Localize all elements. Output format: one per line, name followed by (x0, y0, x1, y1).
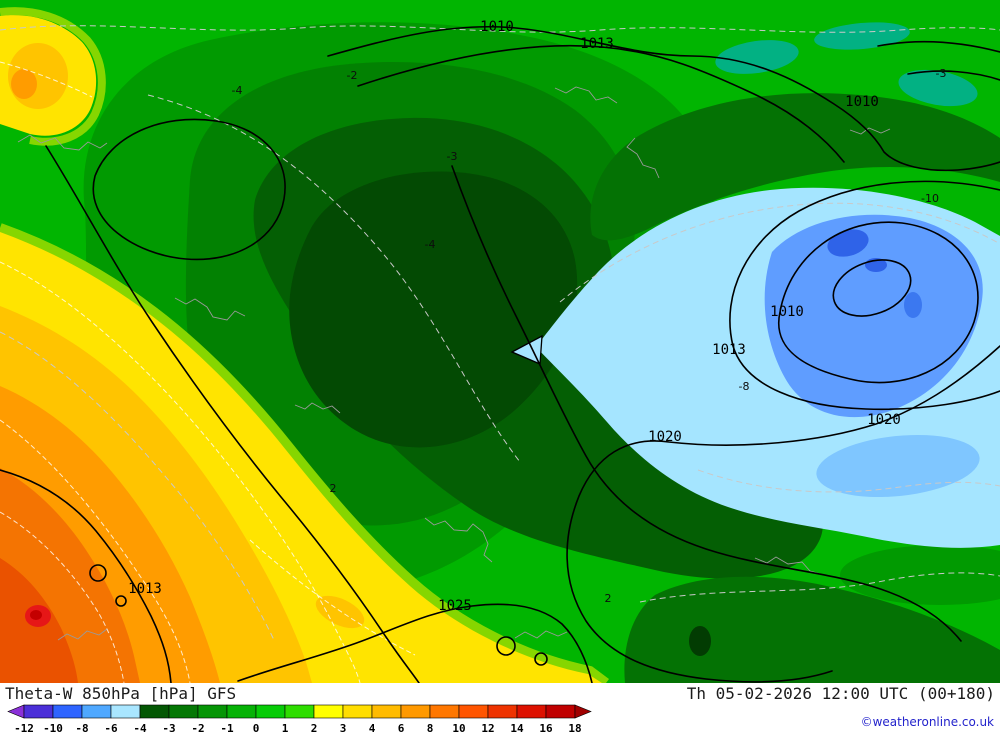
scale-cell (458, 704, 489, 719)
scale-tick: 0 (253, 722, 260, 733)
scale-cell (139, 704, 170, 719)
thetaw-label: -3 (447, 150, 458, 163)
scale-tick: -1 (220, 722, 234, 733)
isobar-label: 1020 (648, 429, 682, 445)
isobar-label: 1025 (438, 598, 472, 614)
scale-cell (516, 704, 547, 719)
copyright-link[interactable]: ©weatheronline.co.uk (860, 715, 994, 729)
scale-cell (23, 704, 54, 719)
scale-tick: 2 (311, 722, 318, 733)
scale-cell (52, 704, 83, 719)
scale-cell (313, 704, 344, 719)
scale-tick: -3 (162, 722, 175, 733)
isobar-label: 1013 (128, 581, 162, 597)
thetaw-label: -2 (347, 69, 358, 82)
scale-cell (400, 704, 431, 719)
scale-tick: 4 (369, 722, 376, 733)
scale-cell (429, 704, 460, 719)
thetaw-label: -10 (921, 192, 939, 205)
scale-tick: 12 (481, 722, 494, 733)
scale-tick: -10 (43, 722, 63, 733)
thetaw-label: -4 (232, 84, 243, 97)
footer-titles: Theta-W 850hPa [hPa] GFS Th 05-02-2026 1… (5, 683, 995, 704)
scale-cell (81, 704, 112, 719)
footer-bar: Theta-W 850hPa [hPa] GFS Th 05-02-2026 1… (0, 683, 1000, 733)
isobar-label: 1010 (845, 94, 879, 110)
map-labels-layer: 1010 1013 1010 1010 1013 1020 1020 1025 1013 -2 -4… (128, 19, 946, 614)
scale-tick: -2 (191, 722, 204, 733)
scale-left-arrow (7, 704, 25, 719)
isobar-label: 1013 (580, 36, 614, 52)
color-scale: -12 -10 -8 -6 -4 -3 -2 -1 0 1 2 3 4 6 8 10 12 14 16 18 (7, 704, 592, 733)
scale-cell (371, 704, 402, 719)
scale-cell (545, 704, 576, 719)
scale-right-arrow (574, 704, 592, 719)
fill-layer (0, 0, 1000, 683)
scale-tick: 6 (398, 722, 405, 733)
scale-tick: 10 (452, 722, 465, 733)
scale-tick: 14 (510, 722, 524, 733)
aux-contour-layer (0, 25, 1000, 683)
scale-tick: -12 (14, 722, 34, 733)
isobar-label: 1010 (480, 19, 514, 35)
scale-tick: 16 (539, 722, 553, 733)
scale-cell (168, 704, 199, 719)
scale-cell (255, 704, 286, 719)
valid-time-label: Th 05-02-2026 12:00 UTC (00+180) (686, 684, 995, 703)
map-image: 1010 1013 1010 1010 1013 1020 1020 1025 1013 -2 -4… (0, 0, 1000, 683)
scale-cell (226, 704, 257, 719)
isobar-layer (0, 25, 1000, 683)
isobar-label: 1010 (770, 304, 804, 320)
thetaw-label: 2 (605, 592, 612, 605)
thetaw-label: -4 (425, 238, 436, 251)
scale-tick: -6 (104, 722, 118, 733)
isobar-label: 1013 (712, 342, 746, 358)
scale-cell (342, 704, 373, 719)
coastline-layer (17, 86, 891, 641)
scale-cell (284, 704, 315, 719)
scale-tick: -8 (75, 722, 88, 733)
scale-tick: 18 (568, 722, 581, 733)
thetaw-label: -8 (739, 380, 750, 393)
scale-cell (487, 704, 518, 719)
thetaw-label: -3 (936, 67, 947, 80)
scale-tick: 3 (340, 722, 347, 733)
scale-cell (110, 704, 141, 719)
thetaw-label: 2 (330, 482, 337, 495)
scale-tick: -4 (133, 722, 147, 733)
chart-title: Theta-W 850hPa [hPa] GFS (5, 684, 237, 703)
scale-tick: 8 (427, 722, 434, 733)
scale-cell (197, 704, 228, 719)
scale-tick: 1 (282, 722, 289, 733)
isobar-label: 1020 (867, 412, 901, 428)
